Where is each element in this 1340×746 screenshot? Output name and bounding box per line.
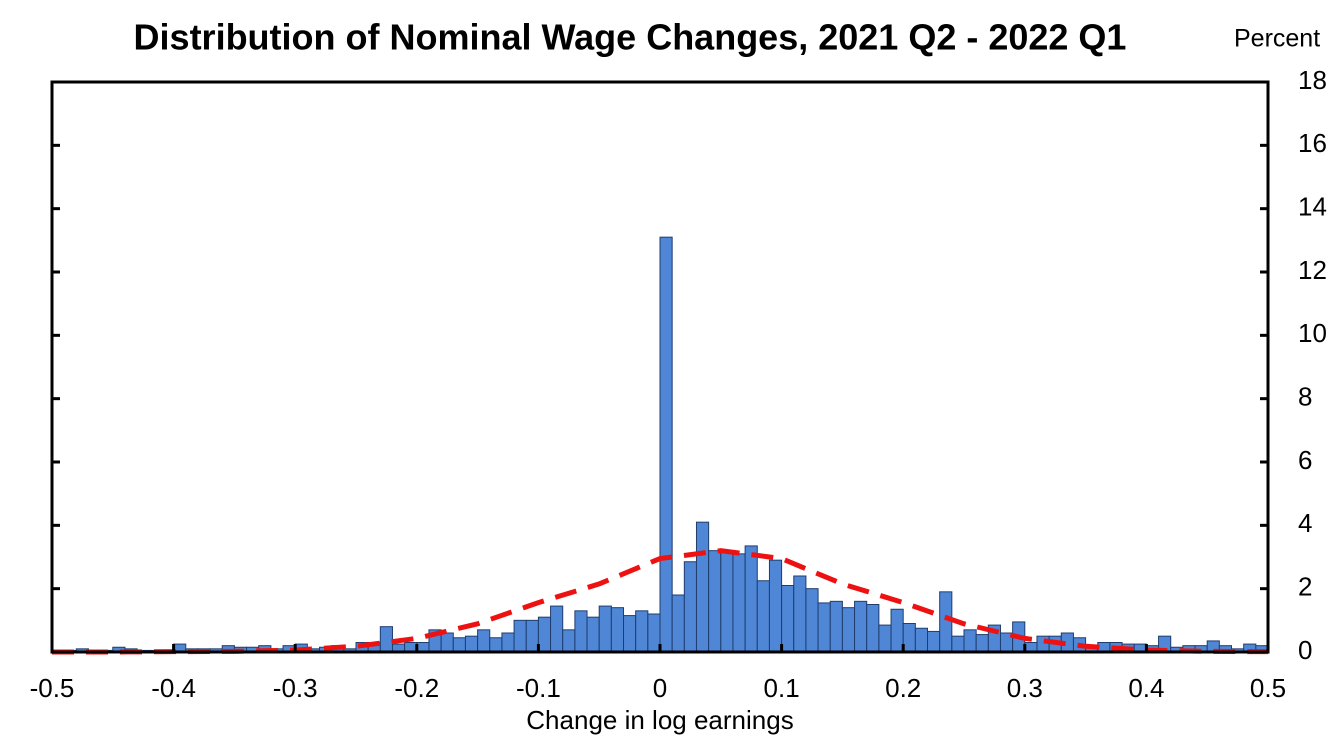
- y-tick-label: 0: [1298, 635, 1312, 665]
- bar: [635, 610, 649, 653]
- x-tick-label: 0.4: [1128, 673, 1164, 703]
- bar: [598, 605, 612, 653]
- bar: [683, 561, 697, 653]
- bar: [817, 602, 831, 653]
- bar: [562, 629, 576, 653]
- y-tick-label: 8: [1298, 382, 1312, 412]
- x-tick-label: -0.3: [273, 673, 318, 703]
- bar: [477, 629, 491, 653]
- bar: [440, 632, 454, 653]
- x-tick-label: 0.2: [885, 673, 921, 703]
- density-curve: [52, 548, 1269, 655]
- y-tick-label: 18: [1298, 65, 1327, 95]
- bar: [610, 607, 625, 653]
- bar: [501, 632, 515, 653]
- bar: [537, 616, 552, 653]
- bar: [866, 604, 880, 653]
- bar: [756, 580, 770, 653]
- bar: [939, 591, 953, 653]
- bar: [659, 236, 673, 653]
- bar: [841, 607, 856, 653]
- bar: [720, 550, 734, 653]
- bar: [550, 605, 564, 653]
- bar: [805, 588, 819, 653]
- x-tick-label: 0.3: [1007, 673, 1043, 703]
- bar: [671, 594, 685, 653]
- bar: [829, 600, 843, 653]
- bar: [489, 637, 503, 653]
- bar: [708, 550, 722, 653]
- bar: [647, 613, 661, 653]
- bar: [574, 610, 588, 653]
- bar: [768, 559, 783, 653]
- y-tick-label: 2: [1298, 572, 1312, 602]
- bar: [525, 619, 539, 653]
- bar: [878, 624, 892, 653]
- bar: [379, 626, 393, 653]
- x-tick-label: -0.5: [30, 673, 75, 703]
- bar: [623, 615, 637, 653]
- bar: [963, 629, 977, 653]
- chart-title: Distribution of Nominal Wage Changes, 20…: [134, 17, 1127, 58]
- y-tick-label: 10: [1298, 318, 1327, 348]
- bar: [744, 545, 758, 653]
- y-tick-label: 6: [1298, 445, 1312, 475]
- x-tick-label: 0: [653, 673, 667, 703]
- bar: [951, 635, 965, 653]
- bar: [975, 634, 989, 653]
- x-tick-label: -0.2: [394, 673, 439, 703]
- x-axis-label: Change in log earnings: [526, 705, 793, 735]
- y-tick-label: 12: [1298, 255, 1327, 285]
- x-tick-label: -0.1: [516, 673, 561, 703]
- x-tick-label: 0.1: [764, 673, 800, 703]
- bar: [793, 575, 807, 653]
- y-tick-label: 14: [1298, 192, 1327, 222]
- bar: [732, 553, 746, 653]
- bar: [586, 616, 600, 653]
- y-tick-label: 16: [1298, 128, 1327, 158]
- bar: [902, 623, 916, 653]
- bar: [890, 608, 904, 653]
- bar: [1036, 635, 1050, 653]
- bar: [914, 627, 929, 653]
- x-tick-label: 0.5: [1250, 673, 1286, 703]
- bar: [927, 630, 941, 653]
- bar: [464, 635, 479, 653]
- y-axis-label: Percent: [1234, 25, 1320, 53]
- bar: [781, 585, 795, 653]
- bar: [695, 521, 710, 653]
- bar: [854, 600, 868, 653]
- x-tick-label: -0.4: [151, 673, 196, 703]
- y-tick-label: 4: [1298, 508, 1312, 538]
- bar: [452, 637, 466, 653]
- bar: [513, 619, 527, 653]
